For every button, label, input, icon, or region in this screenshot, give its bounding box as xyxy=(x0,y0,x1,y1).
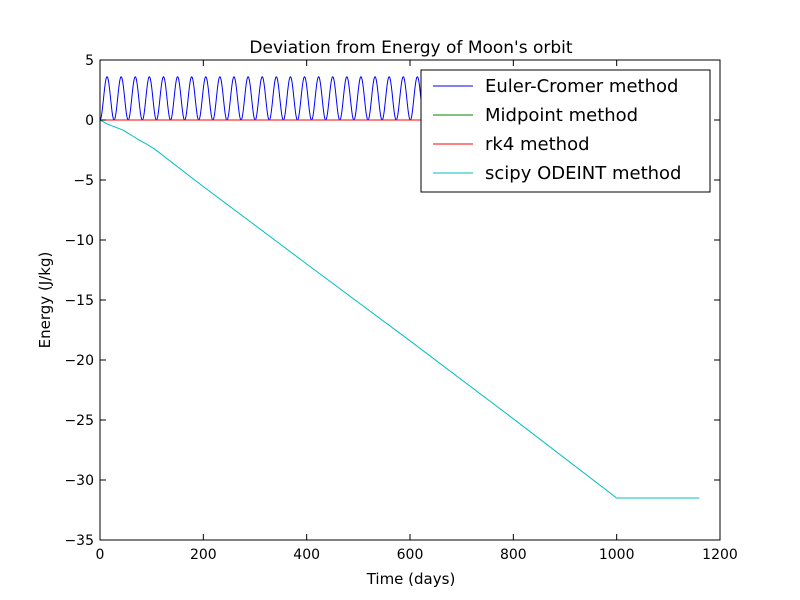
legend-box xyxy=(420,69,711,193)
x-tick-label: 1000 xyxy=(599,547,635,563)
x-tick-label: 0 xyxy=(96,547,105,563)
legend-entry: rk4 method xyxy=(485,134,590,155)
y-tick-label: −30 xyxy=(64,473,94,489)
y-tick-label: −10 xyxy=(64,233,94,249)
legend-entry: Midpoint method xyxy=(485,105,638,126)
x-tick-label: 200 xyxy=(190,547,217,563)
y-tick-label: −20 xyxy=(64,353,94,369)
x-tick-label: 800 xyxy=(500,547,527,563)
y-axis-label: Energy (J/kg) xyxy=(36,252,54,349)
y-tick-label: −25 xyxy=(64,413,94,429)
y-tick-label: −15 xyxy=(64,293,94,309)
legend-entry: Euler-Cromer method xyxy=(485,76,678,97)
y-tick-label: −5 xyxy=(73,173,94,189)
y-tick-label: 5 xyxy=(85,53,94,69)
chart-title: Deviation from Energy of Moon's orbit xyxy=(249,38,572,58)
x-tick-label: 600 xyxy=(397,547,424,563)
axes: 0 200 400 600 800 1000 1200 5 0 −5 −10 −15 −20 −25 −30… xyxy=(64,53,737,563)
y-tick-label: −35 xyxy=(64,533,94,549)
x-axis-label: Time (days) xyxy=(366,570,456,588)
x-tick-label: 1200 xyxy=(702,547,738,563)
y-tick-label: 0 xyxy=(85,113,94,129)
legend-entry: scipy ODEINT method xyxy=(485,163,681,184)
legend: Euler-Cromer method Midpoint method rk4 me… xyxy=(420,69,711,193)
series-line-3 xyxy=(100,119,700,499)
x-tick-label: 400 xyxy=(293,547,320,563)
